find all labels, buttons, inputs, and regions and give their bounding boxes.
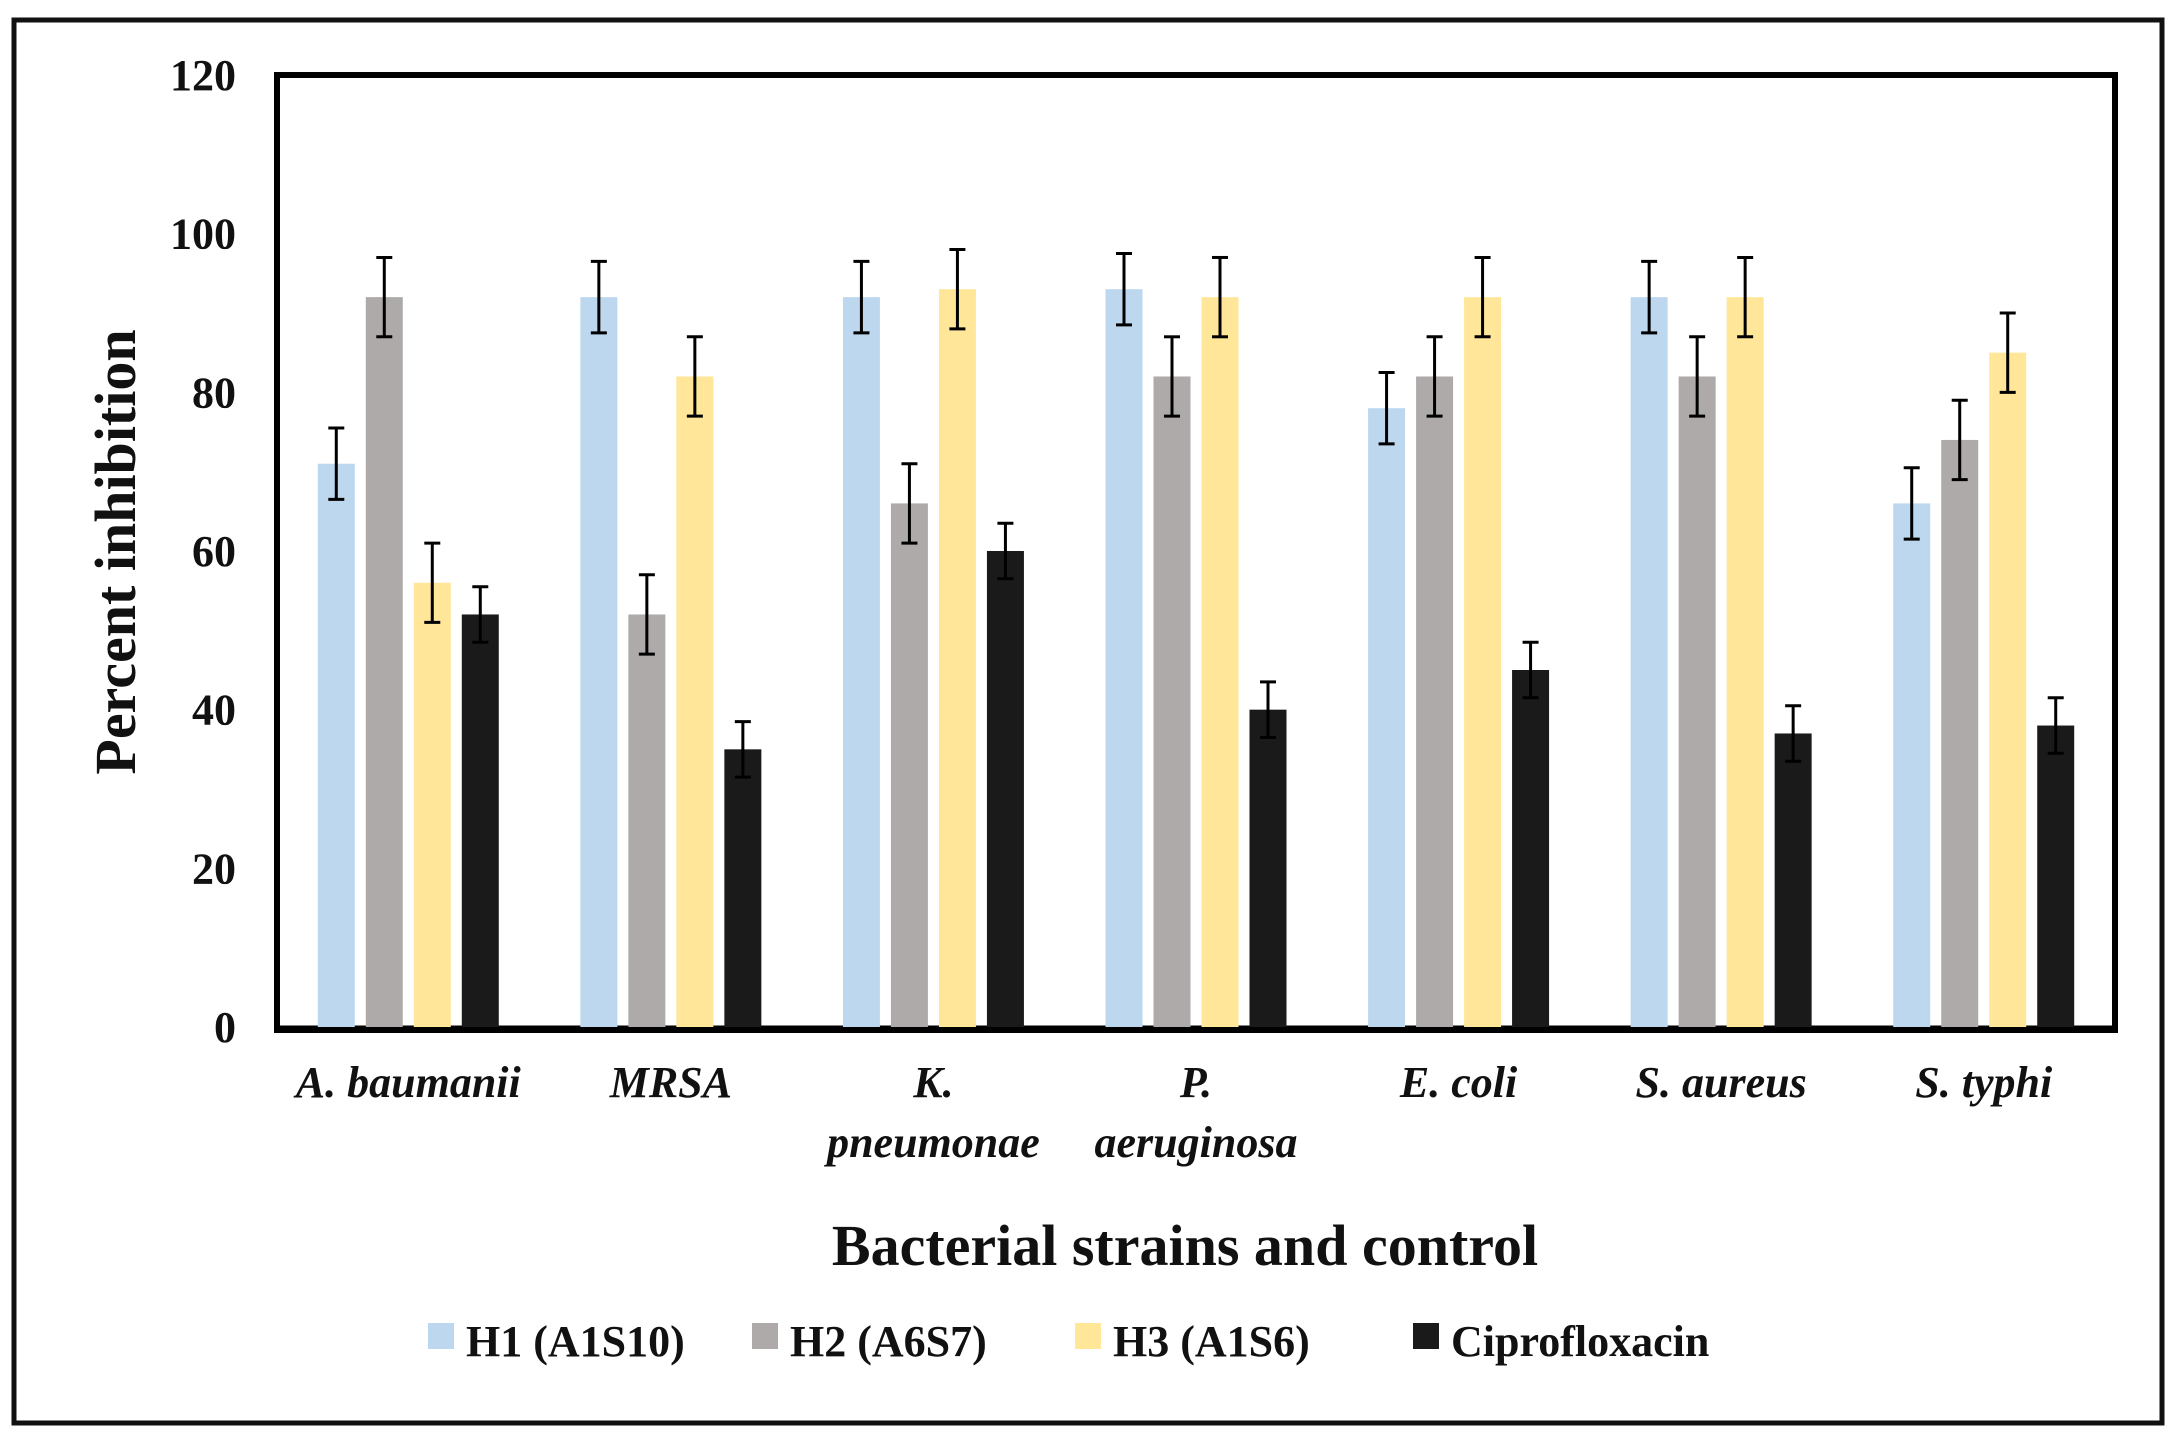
y-tick-label: 20 [192,844,236,893]
error-bar [734,720,751,779]
bar [1941,439,1979,1027]
x-tick-label: aeruginosa [1095,1118,1298,1167]
plot-frame [274,72,2118,1033]
error-bar [472,585,489,644]
error-bar [1785,704,1802,763]
y-axis-title: Percent inhibition [83,329,148,774]
error-bar [997,521,1014,581]
bar [413,582,451,1027]
bar [1105,289,1143,1027]
error-bar [1641,259,1658,335]
bar [461,614,499,1027]
error-bar [1212,255,1228,339]
error-bar [1903,466,1920,541]
bar [1893,503,1931,1027]
error-bar [2047,696,2064,755]
y-tick-label: 120 [170,51,236,100]
x-tick-label: S. typhi [1915,1058,2053,1107]
bar [1201,297,1239,1028]
error-bar [1474,255,1491,339]
error-bar [1164,335,1180,418]
bar [365,297,403,1028]
error-bar [376,255,393,339]
legend-swatch [1413,1323,1439,1349]
x-tick-label: S. aureus [1636,1058,1807,1107]
error-bar [424,541,441,624]
error-bar [686,335,703,418]
x-tick-label: MRSA [609,1058,732,1107]
x-tick-label: A. baumanii [293,1058,522,1107]
error-bar [1116,252,1132,327]
error-bar [1522,640,1539,700]
bar [628,614,666,1027]
bar [724,749,762,1027]
bar [986,551,1024,1027]
error-bar [1689,335,1706,418]
bar [1249,709,1287,1027]
legend-label: H1 (A1S10) [466,1317,685,1366]
error-bar [1999,311,2016,394]
bar [1153,376,1191,1027]
bar [890,503,928,1027]
bar [317,463,355,1027]
bar [1368,408,1406,1027]
error-bar [853,259,870,335]
x-tick-label: pneumonae [823,1118,1040,1167]
error-bar [1426,335,1443,418]
bar [1512,670,1550,1027]
error-bar [638,573,655,656]
x-axis-title: Bacterial strains and control [832,1213,1538,1278]
bar [2037,725,2075,1027]
x-tick-label: P. [1179,1058,1212,1107]
legend-label: Ciprofloxacin [1451,1317,1709,1366]
bar [1678,376,1716,1027]
bar [1464,297,1502,1028]
x-tick-label: K. [912,1058,953,1107]
error-bar [949,248,966,331]
error-bar [901,462,918,545]
bar [580,297,618,1028]
legend: H1 (A1S10) H2 (A6S7) H3 (A1S6) Ciprofloxaci… [428,1317,1709,1366]
bar [1630,297,1668,1028]
bar [1416,376,1454,1027]
legend-label: H2 (A6S7) [790,1317,987,1366]
legend-swatch [428,1323,454,1349]
bar [842,297,880,1028]
y-tick-label: 40 [192,686,236,735]
legend-swatch [752,1323,778,1349]
bar [1774,733,1812,1027]
y-tick-label: 0 [214,1003,236,1052]
error-bar [1951,398,1968,482]
bar [1726,297,1764,1028]
legend-label: H3 (A1S6) [1113,1317,1310,1366]
bar [676,376,714,1027]
y-tick-label: 60 [192,527,236,576]
bar [938,289,976,1027]
y-tick-label: 80 [192,368,236,417]
error-bar [1378,371,1395,446]
error-bar [328,426,345,501]
y-tick-label: 100 [170,210,236,259]
legend-swatch [1075,1323,1101,1349]
error-bar [1737,255,1754,339]
error-bar [590,259,607,335]
error-bar [1260,680,1276,739]
bar [1989,352,2027,1028]
x-tick-label: E. coli [1399,1058,1518,1107]
